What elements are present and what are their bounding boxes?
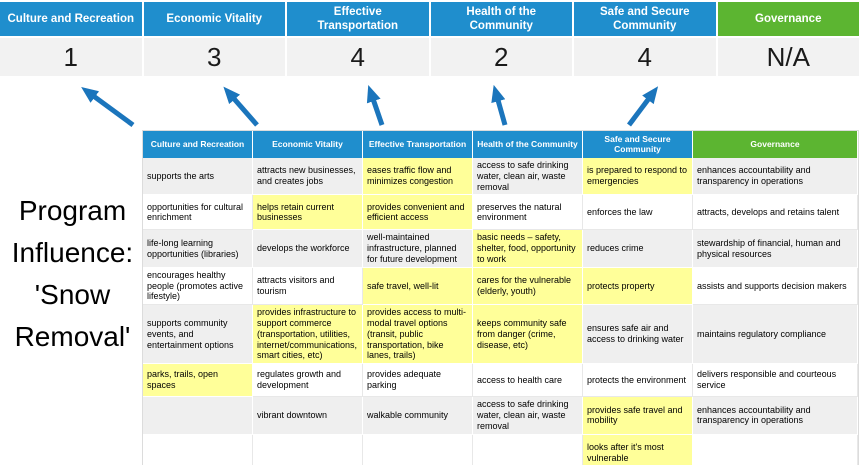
- matrix-cell-r6c5: protects the environment: [583, 364, 693, 398]
- matrix-cell-r7c5: provides safe travel and mobility: [583, 397, 693, 435]
- matrix-cell-r2c5: enforces the law: [583, 195, 693, 231]
- pillar-box-culture-and-recreation: Culture and Recreation: [0, 2, 142, 36]
- pillar-score-governance: N/A: [717, 38, 859, 76]
- matrix-cell-r2c4: preserves the natural environment: [473, 195, 583, 231]
- matrix-cell-r2c3: provides convenient and efficient access: [363, 195, 473, 231]
- column-header-governance: Governance: [693, 131, 858, 158]
- matrix-cell-r3c3: well-maintained infrastructure, planned …: [363, 230, 473, 268]
- column-header-health-of-the-community: Health of the Community: [473, 131, 583, 158]
- matrix-cell-r4c6: assists and supports decision makers: [693, 267, 858, 306]
- matrix-cell-r3c4: basic needs – safety, shelter, food, opp…: [473, 230, 583, 268]
- matrix-cell-r3c6: stewardship of financial, human and phys…: [693, 230, 858, 268]
- matrix-row-4: encourages healthy people (promotes acti…: [143, 267, 858, 306]
- matrix-cell-r4c5: protects property: [583, 267, 693, 306]
- matrix-body: supports the arts attracts new businesses…: [143, 158, 858, 465]
- pillar-box-safe-and-secure-community: Safe and Secure Community: [574, 2, 716, 36]
- matrix-cell-r7c1: [143, 397, 253, 435]
- matrix-cell-r3c1: life-long learning opportunities (librar…: [143, 230, 253, 268]
- matrix-cell-r3c5: reduces crime: [583, 230, 693, 268]
- title-line-2: Influence:: [11, 237, 134, 268]
- influence-arrow-4: [491, 84, 508, 126]
- matrix-cell-r5c2: provides infrastructure to support comme…: [253, 305, 363, 365]
- matrix-cell-r7c4: access to safe drinking water, clean air…: [473, 397, 583, 435]
- column-header-safe-and-secure-community: Safe and Secure Community: [583, 131, 693, 158]
- pillar-score-effective-transportation: 4: [287, 38, 429, 76]
- column-header-effective-transportation: Effective Transportation: [363, 131, 473, 158]
- pillar-box-governance: Governance: [717, 2, 859, 36]
- matrix-cell-r7c3: walkable community: [363, 397, 473, 435]
- matrix-cell-r2c1: opportunities for cultural enrichment: [143, 195, 253, 231]
- matrix-cell-r5c3: provides access to multi-modal travel op…: [363, 305, 473, 365]
- pillar-box-health-of-the-community: Health of the Community: [430, 2, 572, 36]
- pillar-box-economic-vitality: Economic Vitality: [143, 2, 285, 36]
- matrix-cell-r4c1: encourages healthy people (promotes acti…: [143, 267, 253, 306]
- pillar-box-effective-transportation: Effective Transportation: [287, 2, 429, 36]
- title-line-4: Removal': [14, 321, 131, 352]
- matrix-row-5: supports community events, and entertain…: [143, 305, 858, 365]
- matrix-row-2: opportunities for cultural enrichment hel…: [143, 195, 858, 231]
- matrix-row-8: looks after it's most vulnerable: [143, 434, 858, 465]
- influence-arrow-5: [627, 86, 659, 127]
- matrix-cell-r1c1: supports the arts: [143, 158, 253, 196]
- matrix-cell-r4c3: safe travel, well-lit: [363, 267, 473, 306]
- program-influence-title: Program Influence: 'Snow Removal': [0, 190, 145, 358]
- matrix-cell-r1c4: access to safe drinking water, clean air…: [473, 158, 583, 196]
- matrix-cell-r8c1: [143, 434, 253, 465]
- column-header-culture-and-recreation: Culture and Recreation: [143, 131, 253, 158]
- matrix-cell-r4c4: cares for the vulnerable (elderly, youth…: [473, 267, 583, 306]
- matrix-cell-r6c1: parks, trails, open spaces: [143, 364, 253, 398]
- matrix-row-7: vibrant downtown walkable community access…: [143, 397, 858, 435]
- matrix-cell-r2c6: attracts, develops and retains talent: [693, 195, 858, 231]
- matrix-row-1: supports the arts attracts new businesses…: [143, 158, 858, 196]
- pillar-score-culture-and-recreation: 1: [0, 38, 142, 76]
- matrix-cell-r3c2: develops the workforce: [253, 230, 363, 268]
- matrix-cell-r2c2: helps retain current businesses: [253, 195, 363, 231]
- title-line-3: 'Snow: [34, 279, 111, 310]
- matrix-cell-r5c6: maintains regulatory compliance: [693, 305, 858, 365]
- influence-matrix-table: Culture and Recreation Economic Vitality E…: [142, 130, 859, 465]
- matrix-cell-r8c5: looks after it's most vulnerable: [583, 434, 693, 465]
- matrix-cell-r5c1: supports community events, and entertain…: [143, 305, 253, 365]
- title-line-1: Program: [18, 195, 127, 226]
- matrix-cell-r7c6: enhances accountability and transparency…: [693, 397, 858, 435]
- matrix-cell-r8c4: [473, 434, 583, 465]
- matrix-cell-r5c4: keeps community safe from danger (crime,…: [473, 305, 583, 365]
- matrix-row-3: life-long learning opportunities (librar…: [143, 230, 858, 268]
- matrix-cell-r7c2: vibrant downtown: [253, 397, 363, 435]
- pillar-score-row: 1 3 4 2 4 N/A: [0, 38, 859, 76]
- matrix-cell-r6c2: regulates growth and development: [253, 364, 363, 398]
- matrix-header-row: Culture and Recreation Economic Vitality E…: [143, 131, 858, 158]
- matrix-row-6: parks, trails, open spaces regulates grow…: [143, 364, 858, 398]
- matrix-cell-r1c5: is prepared to respond to emergencies: [583, 158, 693, 196]
- pillar-score-safe-and-secure-community: 4: [574, 38, 716, 76]
- matrix-cell-r1c3: eases traffic flow and minimizes congest…: [363, 158, 473, 196]
- matrix-cell-r8c2: [253, 434, 363, 465]
- matrix-cell-r1c2: attracts new businesses, and creates job…: [253, 158, 363, 196]
- matrix-cell-r5c5: ensures safe air and access to drinking …: [583, 305, 693, 365]
- pillar-header-row: Culture and Recreation Economic Vitality E…: [0, 2, 859, 36]
- matrix-cell-r1c6: enhances accountability and transparency…: [693, 158, 858, 196]
- pillar-score-health-of-the-community: 2: [430, 38, 572, 76]
- matrix-cell-r8c6: [693, 434, 858, 465]
- influence-arrow-3: [366, 84, 385, 126]
- influence-arrow-2: [223, 86, 259, 127]
- influence-arrow-1: [81, 86, 135, 128]
- column-header-economic-vitality: Economic Vitality: [253, 131, 363, 158]
- matrix-cell-r6c4: access to health care: [473, 364, 583, 398]
- matrix-cell-r6c3: provides adequate parking: [363, 364, 473, 398]
- matrix-cell-r8c3: [363, 434, 473, 465]
- matrix-cell-r4c2: attracts visitors and tourism: [253, 267, 363, 306]
- matrix-cell-r6c6: delivers responsible and courteous servi…: [693, 364, 858, 398]
- pillar-score-economic-vitality: 3: [143, 38, 285, 76]
